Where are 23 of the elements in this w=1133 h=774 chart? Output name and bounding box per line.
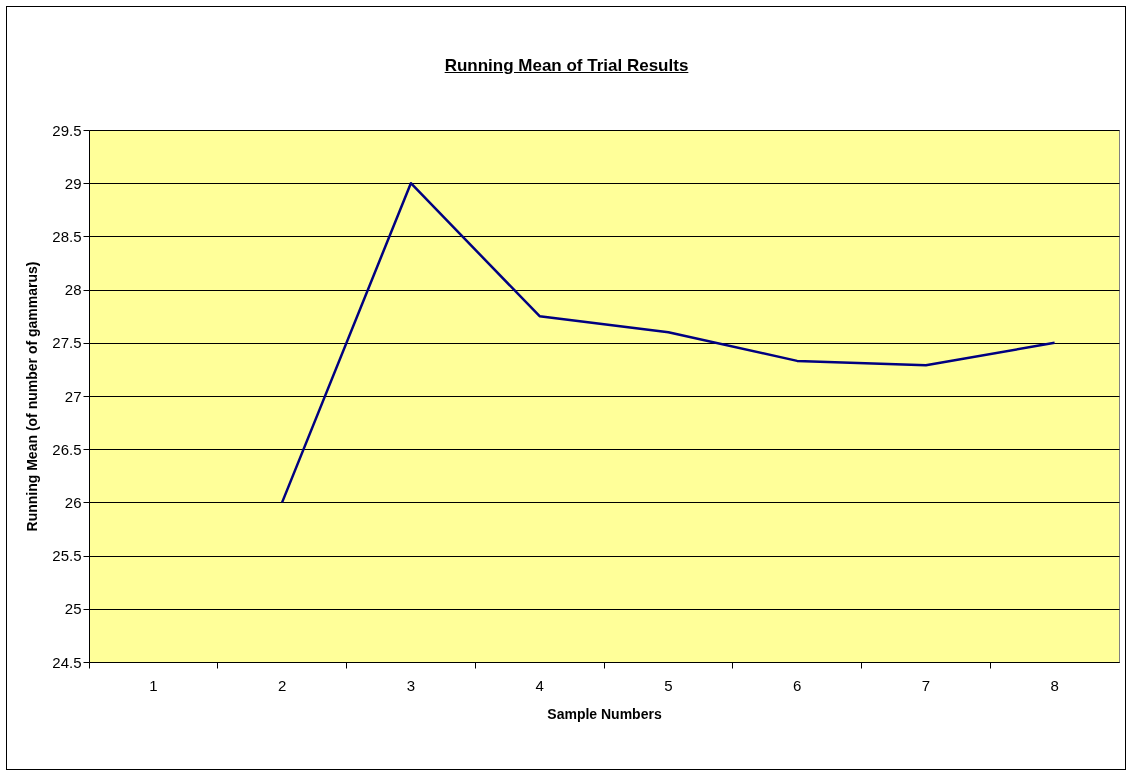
x-tick-label: 5 [664,676,673,694]
y-tick-label: 28 [64,281,82,299]
y-tick-label: 29 [64,174,82,192]
y-tick-label: 28.5 [52,227,82,245]
y-tick-label: 29.5 [52,121,82,139]
x-tick-label: 4 [535,676,544,694]
x-tick-label: 7 [921,676,931,694]
x-tick-label: 2 [277,676,287,694]
y-axis-title: Running Mean (of number of gammarus) [24,261,41,532]
line-series [280,181,1056,504]
y-tick-label: 24.5 [52,653,82,671]
y-tick-label: 27 [64,387,82,405]
y-tick-label: 25 [64,600,82,618]
y-tick-label: 26.5 [52,440,82,458]
x-tick-label: 3 [406,676,416,694]
chart-title: Running Mean of Trial Results [443,56,690,76]
y-tick-label: 26 [64,493,82,511]
x-tick-label: 1 [149,676,158,694]
y-tick-label: 25.5 [52,547,82,565]
y-tick-label: 27.5 [52,334,82,352]
x-axis-title: Sample Numbers [547,705,662,722]
x-tick-label: 6 [792,676,802,694]
x-tick-label: 8 [1050,676,1059,694]
